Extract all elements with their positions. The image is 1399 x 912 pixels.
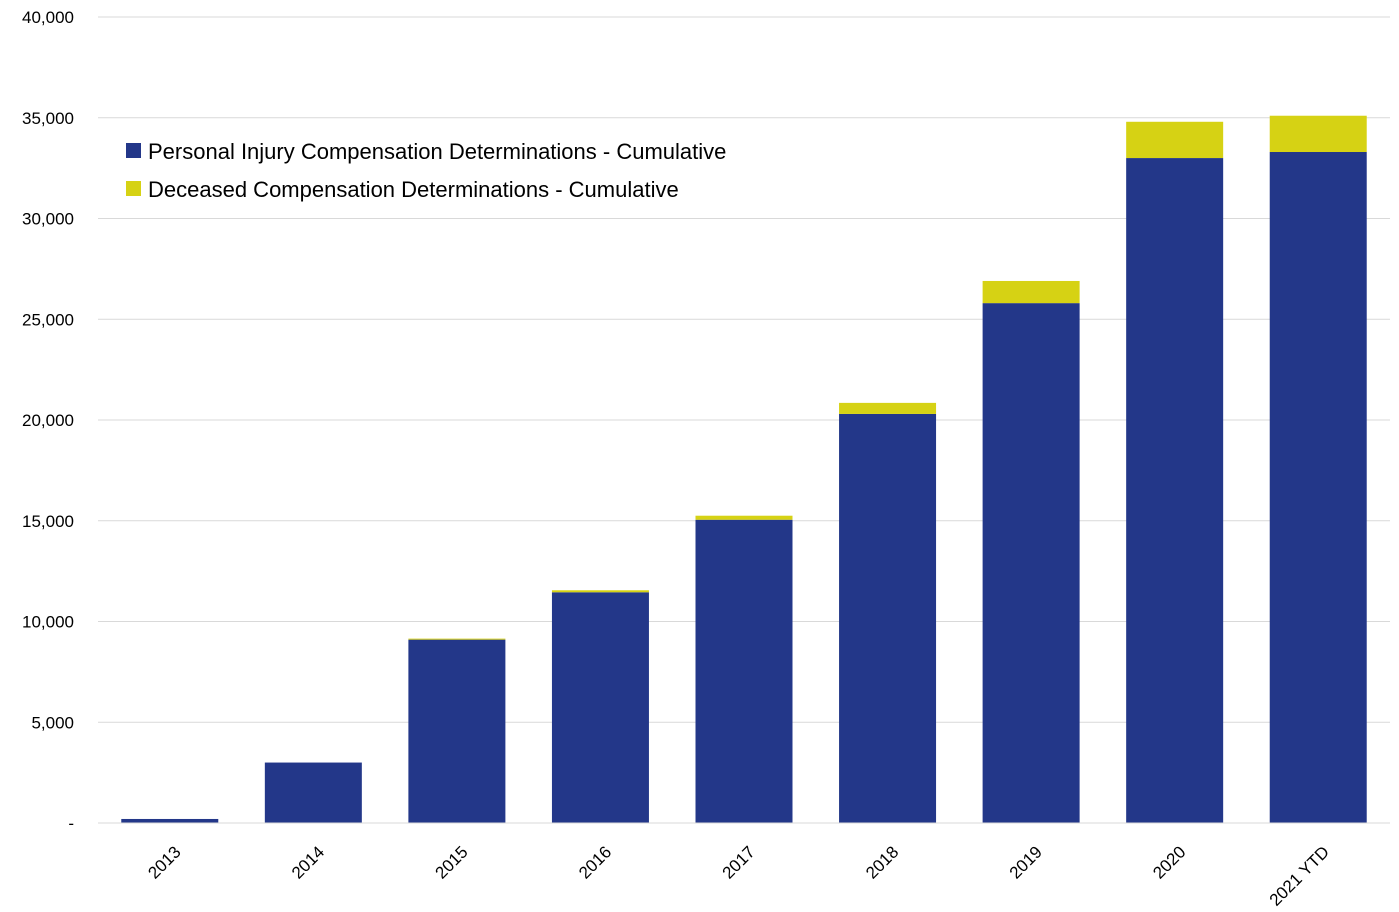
y-tick-label: 5,000 (31, 713, 74, 732)
bar-segment-deceased (1126, 121, 1224, 159)
bar-segment-deceased (695, 515, 793, 520)
bar-segment-deceased (408, 638, 506, 640)
bar-segment-personal-injury (1269, 152, 1367, 823)
y-tick-label: 35,000 (22, 109, 74, 128)
bar-segment-deceased (551, 590, 649, 593)
x-tick-label: 2018 (862, 842, 902, 882)
bar-segment-personal-injury (982, 303, 1080, 823)
bar-segment-deceased (982, 280, 1080, 304)
x-tick-label: 2019 (1006, 842, 1046, 882)
y-tick-label: 20,000 (22, 411, 74, 430)
y-tick-label: 25,000 (22, 310, 74, 329)
bars (121, 115, 1367, 824)
x-tick-label: 2017 (719, 842, 759, 882)
bar-segment-deceased (1269, 115, 1367, 153)
bar-segment-personal-injury (408, 639, 506, 823)
legend-label: Personal Injury Compensation Determinati… (148, 139, 726, 164)
x-tick-label: 2014 (288, 842, 328, 882)
y-tick-label: 10,000 (22, 613, 74, 632)
y-tick-label: - (68, 814, 74, 833)
y-axis-tick-labels: - 5,000 10,000 15,000 20,000 25,000 30,000 35,0… (22, 8, 74, 833)
x-tick-label: 2013 (144, 842, 184, 882)
bar-segment-personal-injury (121, 818, 219, 823)
x-axis-tick-labels: 2013 2014 2015 2016 2017 2018 2019 2020 2021 YTD (144, 842, 1333, 909)
legend-swatch (126, 181, 141, 196)
x-tick-label: 2021 YTD (1266, 842, 1333, 909)
legend: Personal Injury Compensation Determinati… (126, 139, 726, 202)
bar-segment-personal-injury (695, 519, 793, 823)
y-tick-label: 15,000 (22, 512, 74, 531)
y-tick-label: 30,000 (22, 210, 74, 229)
bar-segment-deceased (839, 402, 937, 414)
bar-segment-personal-injury (551, 592, 649, 823)
legend-label: Deceased Compensation Determinations - C… (148, 177, 679, 202)
x-tick-label: 2016 (575, 842, 615, 882)
bar-segment-personal-injury (1126, 158, 1224, 824)
x-tick-label: 2020 (1149, 842, 1189, 882)
bar-segment-personal-injury (839, 413, 937, 823)
bar-segment-personal-injury (264, 762, 362, 823)
legend-swatch (126, 143, 141, 158)
y-tick-label: 40,000 (22, 8, 74, 27)
x-tick-label: 2015 (432, 842, 472, 882)
